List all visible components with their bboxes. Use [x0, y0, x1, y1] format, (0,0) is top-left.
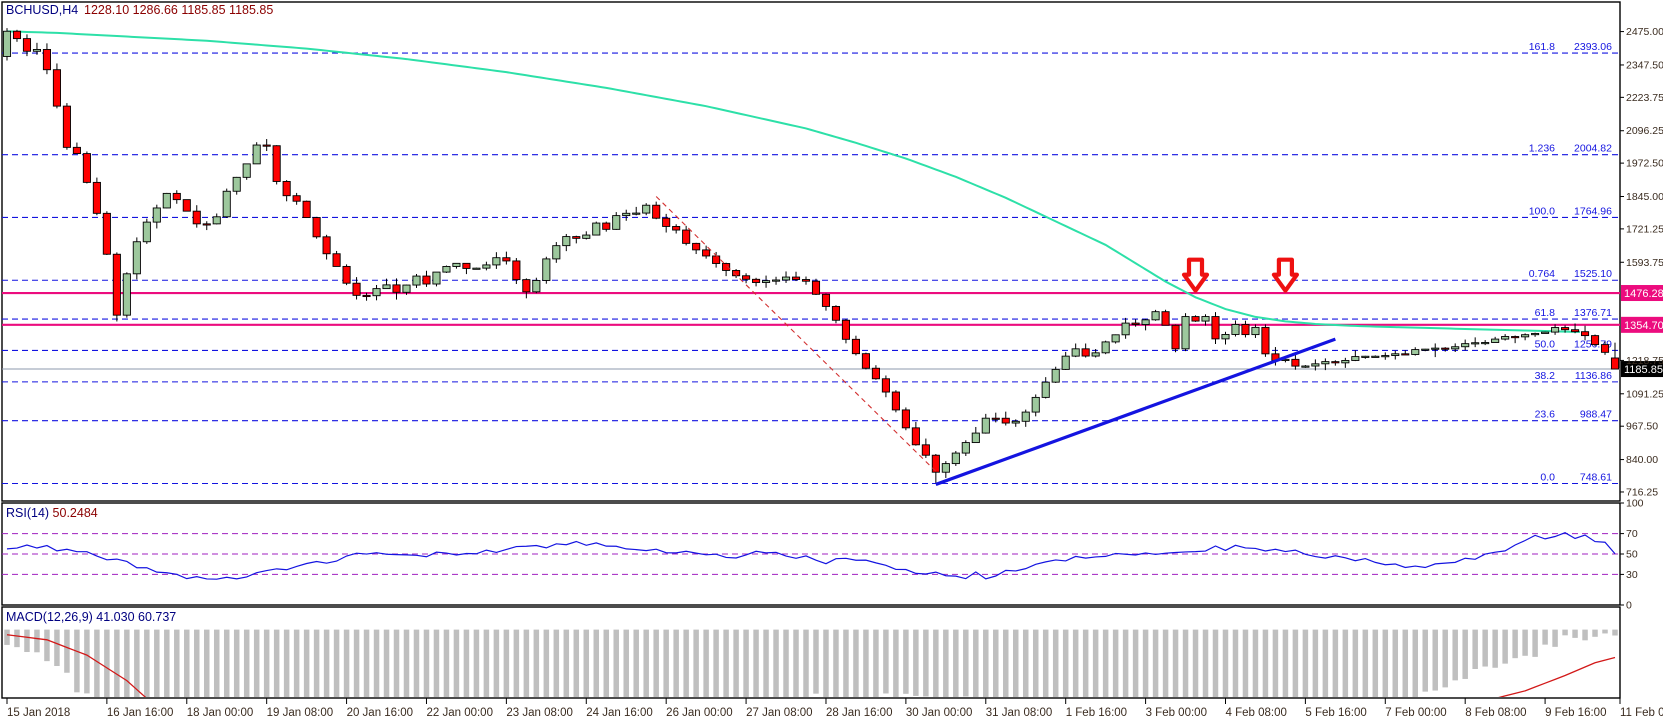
- svg-text:3 Feb 00:00: 3 Feb 00:00: [1146, 707, 1207, 719]
- svg-text:100.0: 100.0: [1529, 205, 1555, 217]
- svg-text:30: 30: [1626, 569, 1638, 581]
- svg-text:988.47: 988.47: [1580, 409, 1612, 421]
- svg-text:1764.96: 1764.96: [1574, 205, 1612, 217]
- svg-text:1218.75: 1218.75: [1626, 355, 1663, 367]
- svg-text:0.0: 0.0: [1540, 472, 1555, 484]
- svg-text:1972.50: 1972.50: [1626, 158, 1663, 170]
- svg-text:22 Jan 00:00: 22 Jan 00:00: [426, 707, 493, 719]
- svg-text:20 Jan 16:00: 20 Jan 16:00: [347, 707, 414, 719]
- svg-text:30 Jan 00:00: 30 Jan 00:00: [906, 707, 973, 719]
- svg-text:50.0: 50.0: [1535, 338, 1556, 350]
- svg-text:1228.10 1286.66 1185.85 1185.8: 1228.10 1286.66 1185.85 1185.85: [84, 3, 273, 17]
- svg-text:1 Feb 16:00: 1 Feb 16:00: [1066, 707, 1127, 719]
- svg-text:16 Jan 16:00: 16 Jan 16:00: [107, 707, 174, 719]
- svg-text:31 Jan 08:00: 31 Jan 08:00: [986, 707, 1053, 719]
- svg-text:7 Feb 00:00: 7 Feb 00:00: [1385, 707, 1446, 719]
- svg-text:24 Jan 16:00: 24 Jan 16:00: [586, 707, 653, 719]
- svg-text:1354.70: 1354.70: [1624, 320, 1663, 332]
- svg-text:50: 50: [1626, 549, 1638, 561]
- svg-text:70: 70: [1626, 528, 1638, 540]
- svg-text:MACD(12,26,9) 41.030 60.737: MACD(12,26,9) 41.030 60.737: [6, 610, 176, 624]
- svg-text:1091.25: 1091.25: [1626, 388, 1663, 400]
- svg-text:1376.71: 1376.71: [1574, 307, 1612, 319]
- svg-text:1136.86: 1136.86: [1575, 370, 1612, 382]
- svg-text:2393.06: 2393.06: [1574, 41, 1612, 53]
- svg-text:28 Jan 16:00: 28 Jan 16:00: [826, 707, 893, 719]
- svg-text:840.00: 840.00: [1626, 454, 1658, 466]
- svg-text:11 Feb 00:00: 11 Feb 00:00: [1620, 707, 1663, 719]
- svg-text:26 Jan 00:00: 26 Jan 00:00: [666, 707, 733, 719]
- svg-text:967.50: 967.50: [1626, 421, 1658, 433]
- svg-text:61.8: 61.8: [1535, 307, 1556, 319]
- svg-text:9 Feb 16:00: 9 Feb 16:00: [1545, 707, 1606, 719]
- svg-text:1.236: 1.236: [1529, 143, 1555, 155]
- svg-text:2475.00: 2475.00: [1626, 26, 1663, 38]
- svg-text:1476.28: 1476.28: [1624, 288, 1663, 300]
- svg-text:38.2: 38.2: [1535, 370, 1556, 382]
- svg-text:1525.10: 1525.10: [1574, 268, 1612, 280]
- svg-text:1593.75: 1593.75: [1626, 257, 1663, 269]
- svg-text:2223.75: 2223.75: [1626, 92, 1663, 104]
- svg-text:2004.82: 2004.82: [1574, 143, 1612, 155]
- svg-text:4 Feb 08:00: 4 Feb 08:00: [1225, 707, 1286, 719]
- svg-text:1845.00: 1845.00: [1626, 191, 1663, 203]
- svg-text:100: 100: [1626, 498, 1644, 510]
- svg-text:8 Feb 08:00: 8 Feb 08:00: [1465, 707, 1526, 719]
- svg-text:19 Jan 08:00: 19 Jan 08:00: [267, 707, 334, 719]
- svg-text:0: 0: [1626, 600, 1632, 612]
- svg-text:27 Jan 08:00: 27 Jan 08:00: [746, 707, 813, 719]
- svg-text:23 Jan 08:00: 23 Jan 08:00: [506, 707, 573, 719]
- svg-text:0.764: 0.764: [1529, 268, 1555, 280]
- svg-text:748.61: 748.61: [1580, 472, 1612, 484]
- svg-text:5 Feb 16:00: 5 Feb 16:00: [1305, 707, 1366, 719]
- svg-text:RSI(14) 50.2484: RSI(14) 50.2484: [6, 506, 98, 520]
- svg-text:1721.25: 1721.25: [1626, 223, 1663, 235]
- svg-text:2347.50: 2347.50: [1626, 59, 1663, 71]
- svg-text:2096.25: 2096.25: [1626, 125, 1663, 137]
- svg-text:BCHUSD,H4: BCHUSD,H4: [6, 3, 78, 17]
- svg-text:18 Jan 00:00: 18 Jan 00:00: [187, 707, 254, 719]
- svg-text:23.6: 23.6: [1535, 409, 1556, 421]
- svg-text:161.8: 161.8: [1529, 41, 1555, 53]
- svg-text:15 Jan 2018: 15 Jan 2018: [7, 707, 70, 719]
